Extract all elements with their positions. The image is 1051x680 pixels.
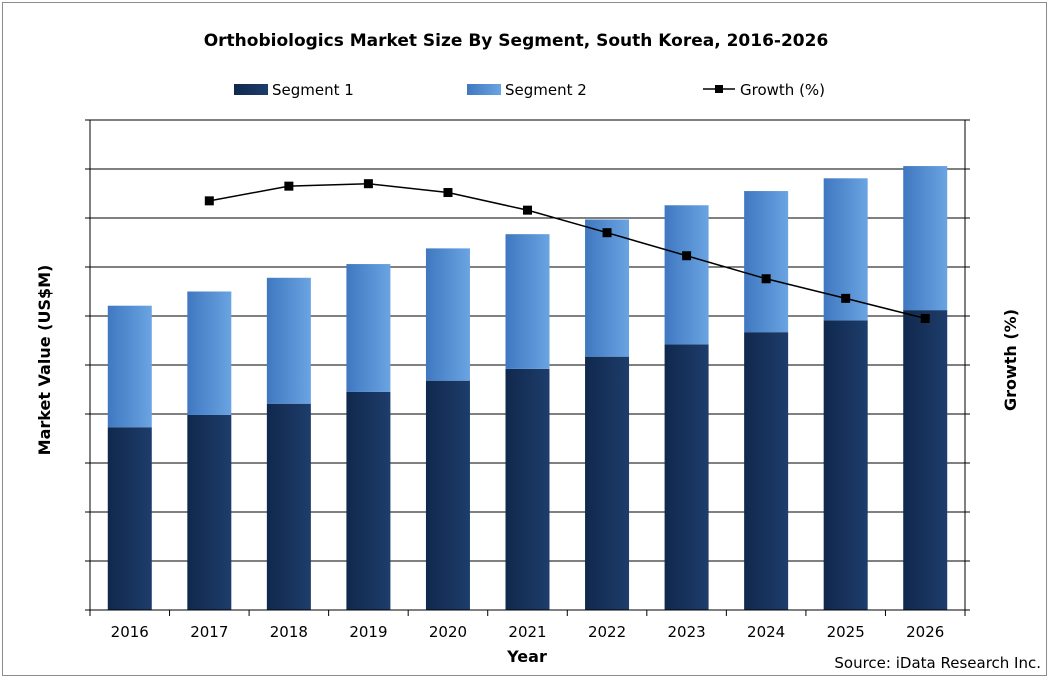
legend-label-segment-1: Segment 1	[272, 81, 354, 99]
x-tick-label: 2023	[667, 623, 705, 641]
bar-segment-2-2017	[187, 291, 232, 415]
growth-marker-2022	[602, 228, 612, 238]
growth-marker-2024	[761, 274, 771, 284]
x-axis-title: Year	[506, 647, 547, 666]
growth-marker-2025	[841, 293, 851, 303]
y2-axis-title: Growth (%)	[1001, 309, 1020, 411]
x-tick-label: 2020	[429, 623, 467, 641]
bar-segment-2-2020	[425, 248, 470, 381]
bar-segment-1-2020	[425, 380, 470, 610]
y-axis-title: Market Value (US$M)	[35, 265, 54, 456]
bar-segment-1-2026	[903, 310, 948, 610]
bar-segment-2-2018	[266, 277, 311, 404]
legend-label-segment-2: Segment 2	[505, 81, 587, 99]
x-tick-labels: 2016 2017 2018 2019 2020 2021 2022 2023 2024 2025…	[111, 623, 945, 641]
bar-segment-2-2023	[664, 205, 709, 345]
source-note: Source: iData Research Inc.	[834, 654, 1041, 672]
x-tick-label: 2021	[508, 623, 546, 641]
growth-marker-2018	[284, 181, 294, 191]
growth-marker-2026	[920, 313, 930, 323]
growth-marker-2023	[682, 251, 692, 261]
bar-segment-1-2018	[266, 403, 311, 610]
bar-segment-2-2026	[903, 166, 948, 311]
bar-segment-1-2023	[664, 344, 709, 610]
bar-segment-1-2017	[187, 414, 232, 610]
growth-marker-2019	[363, 179, 373, 189]
axes	[85, 119, 970, 616]
bar-segment-1-2016	[107, 427, 152, 610]
x-tick-label: 2024	[747, 623, 785, 641]
x-tick-label: 2018	[270, 623, 308, 641]
legend: Segment 1 Segment 2 Growth (%)	[234, 81, 825, 99]
growth-line	[209, 182, 926, 320]
bars	[107, 166, 948, 610]
bar-segment-1-2024	[744, 332, 789, 610]
growth-marker-2021	[523, 205, 532, 215]
x-tick-label: 2019	[349, 623, 387, 641]
x-tick-label: 2016	[111, 623, 149, 641]
x-tick-label: 2017	[190, 623, 228, 641]
growth-line-series	[204, 179, 930, 323]
bar-segment-1-2025	[823, 320, 868, 610]
legend-swatch-segment-1	[234, 84, 268, 95]
legend-swatch-segment-2	[467, 84, 501, 95]
legend-label-growth: Growth (%)	[740, 81, 825, 99]
x-tick-label: 2025	[827, 623, 865, 641]
growth-marker-2020	[443, 188, 453, 198]
bar-segment-2-2022	[585, 219, 630, 357]
bar-segment-2-2016	[107, 305, 152, 428]
bar-segment-1-2021	[505, 368, 550, 610]
x-tick-label: 2026	[906, 623, 944, 641]
bar-segment-2-2021	[505, 234, 550, 369]
chart-title: Orthobiologics Market Size By Segment, S…	[204, 31, 829, 51]
bar-segment-2-2024	[744, 191, 789, 333]
legend-marker-growth	[715, 85, 723, 93]
growth-marker-2017	[204, 196, 214, 206]
bar-segment-2-2019	[346, 264, 391, 392]
bar-segment-1-2022	[585, 356, 630, 610]
x-tick-label: 2022	[588, 623, 626, 641]
bar-segment-1-2019	[346, 391, 391, 610]
